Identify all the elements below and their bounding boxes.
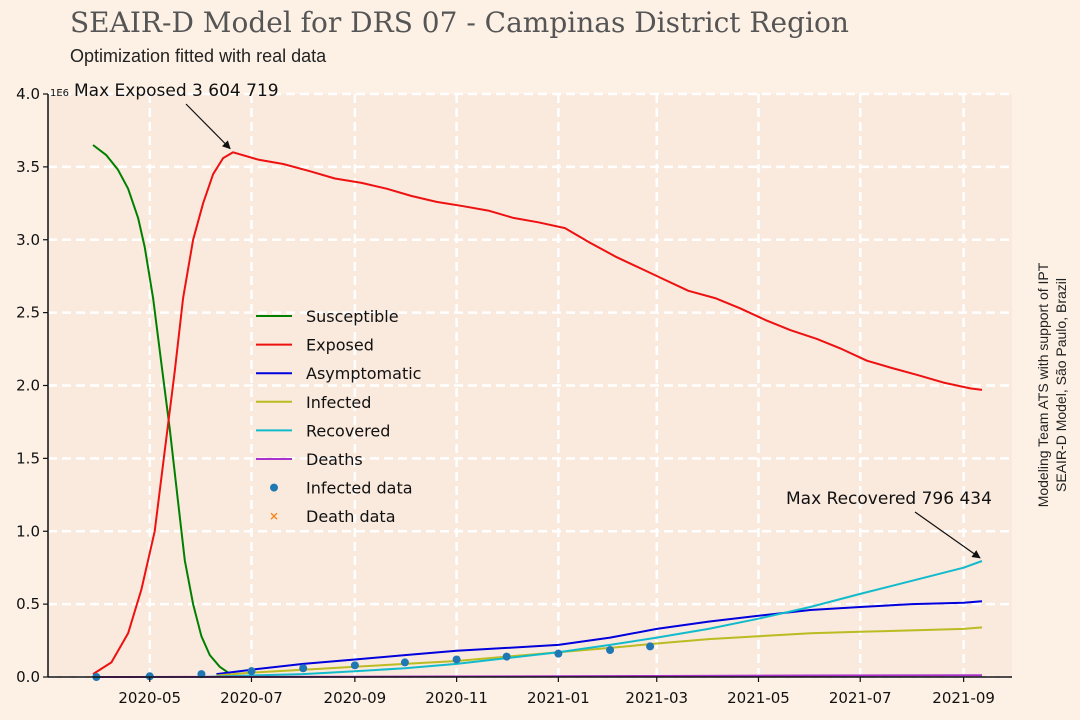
max-exposed-annotation: Max Exposed 3 604 719: [74, 81, 279, 101]
legend-label-exposed: Exposed: [306, 336, 374, 355]
legend-label-death-data: Death data: [306, 507, 396, 526]
axes: 0.0 0.5 1.0 1.5 2.0 2.5 3.0 3.5 4.0 2020-05 2020-0…: [16, 85, 1012, 707]
asymptomatic-line: [216, 600, 983, 676]
x-tick-label: 2021-01: [527, 689, 590, 707]
y-scale-label: 1E6: [50, 88, 69, 99]
recovered-line: [201, 560, 983, 678]
x-tick-label: 2021-07: [829, 689, 892, 707]
infected-data-point: [400, 658, 409, 667]
y-tick-label: 1.5: [16, 449, 40, 467]
infected-data-point: [247, 667, 256, 676]
infected-data-point: [606, 646, 615, 655]
y-tick-label: 2.0: [16, 377, 40, 395]
x-tick-label: 2020-09: [324, 689, 387, 707]
legend-label-infected: Infected: [306, 393, 371, 412]
infected-data-point: [502, 652, 511, 661]
y-tick-label: 2.5: [16, 304, 40, 322]
x-tick-label: 2020-07: [220, 689, 283, 707]
max-exposed-arrow: [185, 103, 231, 150]
infected-data-point: [554, 649, 563, 658]
susceptible-line: [92, 144, 229, 674]
chart-title: SEAIR-D Model for DRS 07 - Campinas Dist…: [70, 6, 849, 39]
legend-label-susceptible: Susceptible: [306, 307, 399, 326]
legend-label-recovered: Recovered: [306, 421, 390, 440]
y-tick-label: 0.5: [16, 595, 40, 613]
y-tick-label: 3.0: [16, 231, 40, 249]
infected-data-point: [197, 670, 206, 679]
y-tick-label: 4.0: [16, 85, 40, 103]
x-tick-label: 2020-11: [425, 689, 488, 707]
infected-data-point: [350, 661, 359, 670]
infected-data-point: [452, 655, 461, 664]
infected-data-point: [299, 664, 308, 673]
side-note: Modeling Team ATS with support of IPT SE…: [1035, 262, 1069, 507]
max-recovered-annotation: Max Recovered 796 434: [786, 489, 992, 509]
x-tick-label: 2020-05: [118, 689, 181, 707]
legend-label-infected-data: Infected data: [306, 479, 413, 498]
x-tick-label: 2021-03: [625, 689, 688, 707]
infected-data-point: [646, 642, 655, 651]
legend-swatch-infected-data: [270, 483, 278, 492]
side-note-line1: Modeling Team ATS with support of IPT: [1035, 262, 1051, 507]
chart-subtitle: Optimization fitted with real data: [70, 46, 327, 66]
max-recovered-arrow: [914, 511, 981, 559]
legend-label-deaths: Deaths: [306, 450, 363, 469]
y-tick-label: 3.5: [16, 158, 40, 176]
side-note-line2: SEAIR-D Model, São Paulo, Brazil: [1053, 278, 1069, 492]
legend-swatch-death-data: [270, 512, 278, 520]
x-tick-label: 2021-05: [727, 689, 790, 707]
annotations: Max Exposed 3 604 719 Max Recovered 796 4…: [74, 81, 992, 559]
y-tick-label: 1.0: [16, 522, 40, 540]
y-tick-label: 0.0: [16, 668, 40, 686]
legend: Susceptible Exposed Asymptomatic Infected Re…: [256, 307, 421, 526]
legend-label-asymptomatic: Asymptomatic: [306, 364, 421, 383]
exposed-line: [92, 151, 983, 675]
x-tick-label: 2021-09: [932, 689, 995, 707]
